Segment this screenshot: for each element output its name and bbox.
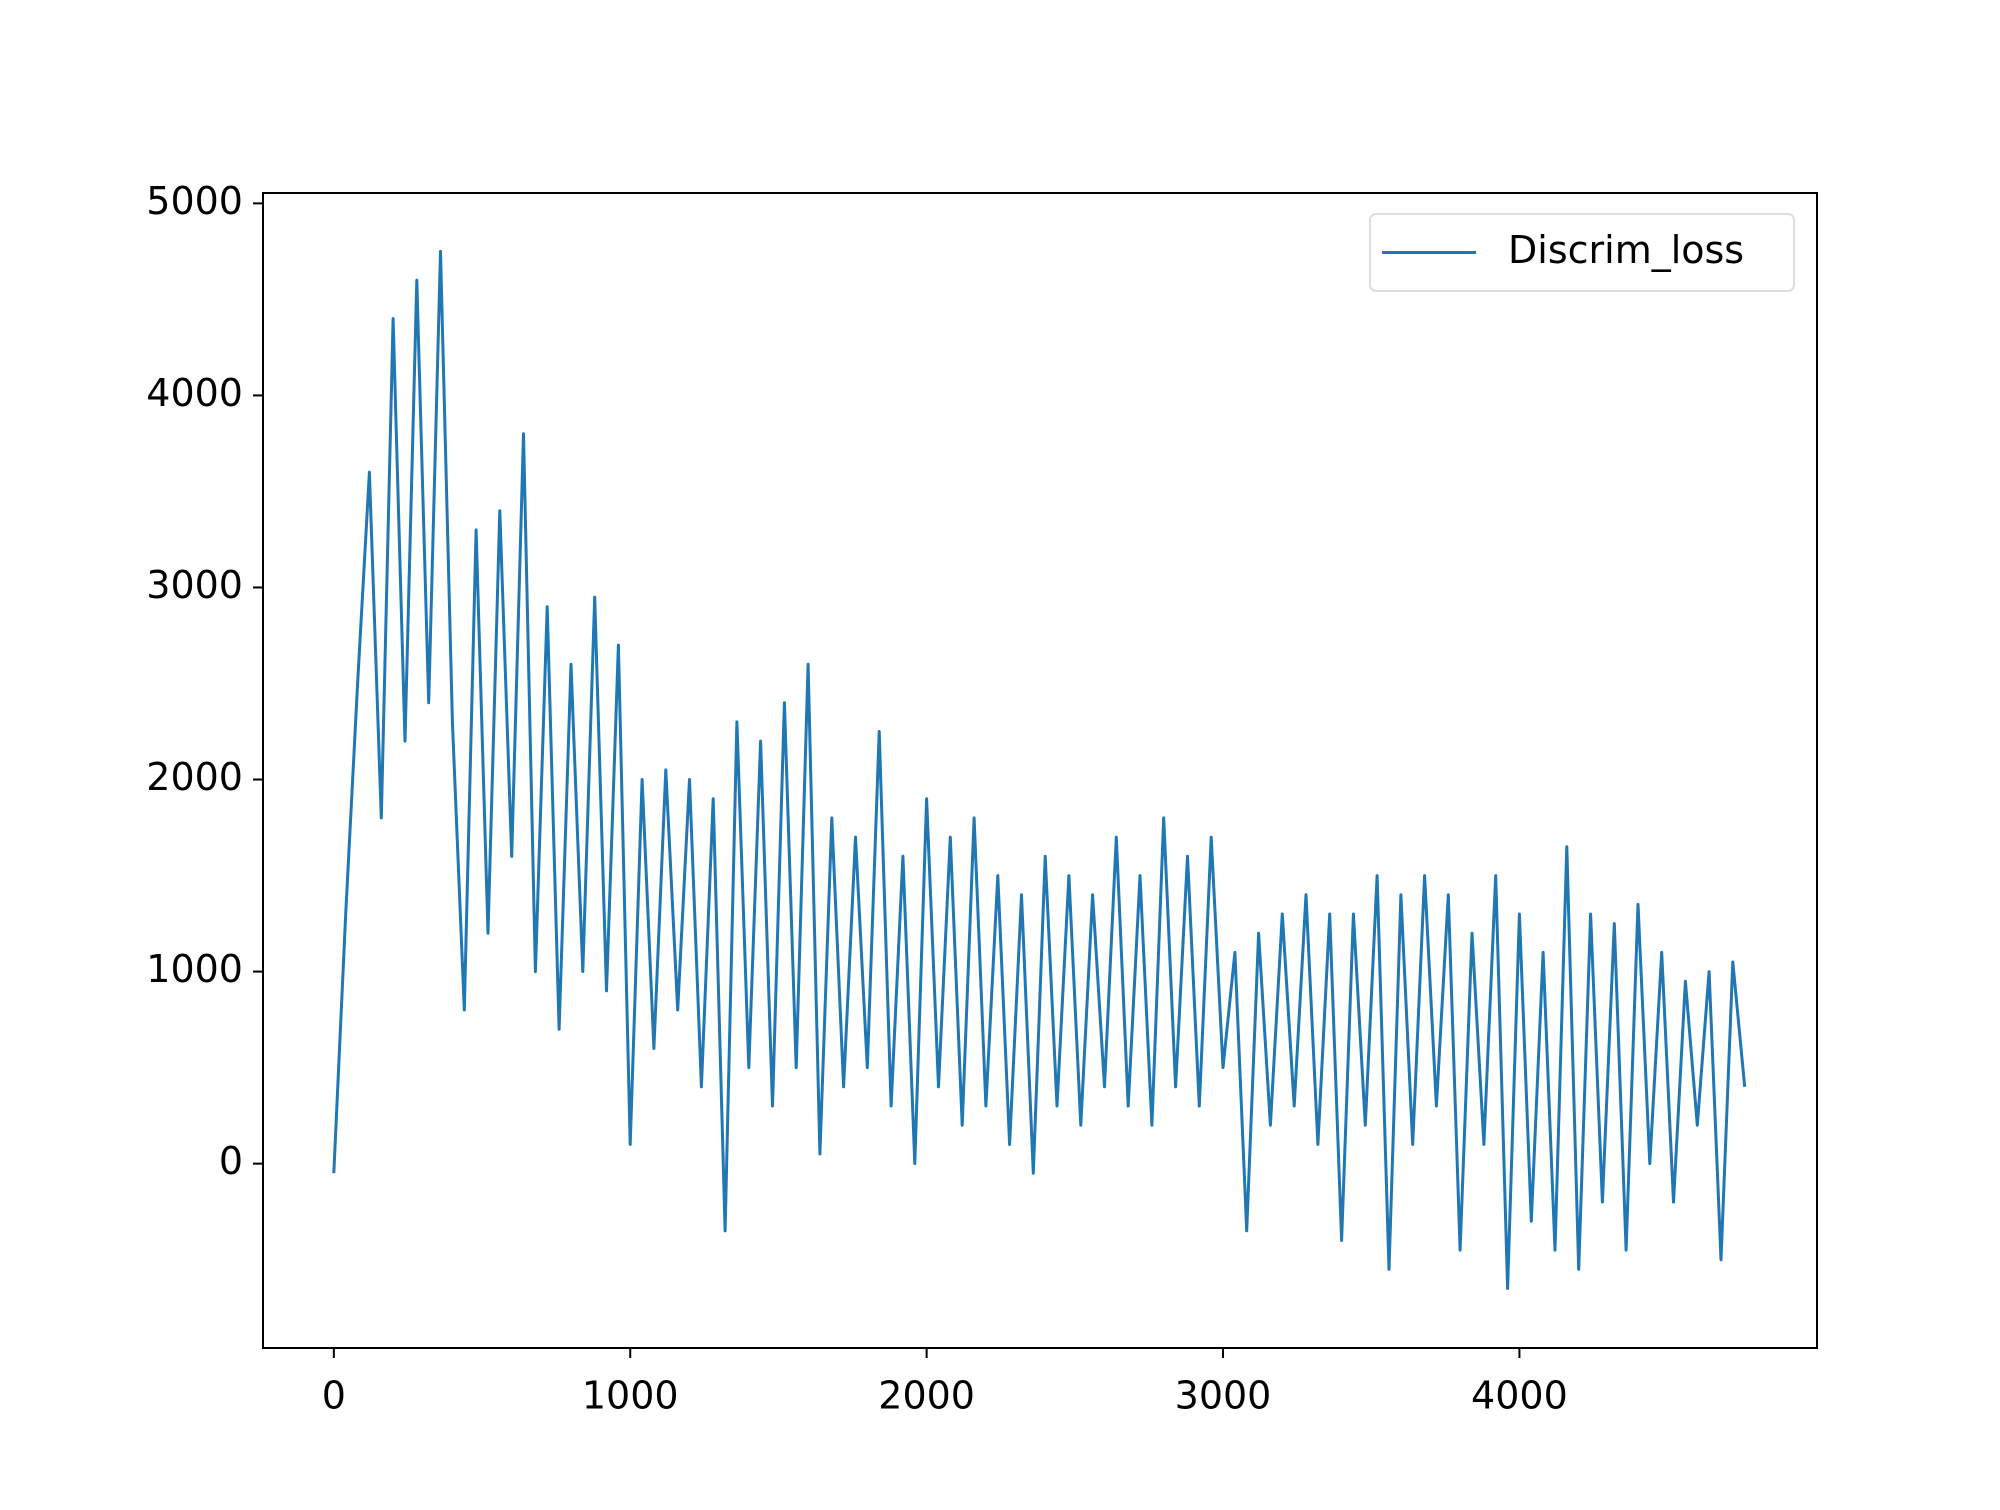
x-tick-label: 0 [322, 1374, 346, 1418]
plot-frame [262, 192, 1818, 1349]
y-tick-label: 4000 [146, 371, 243, 415]
y-tick-label: 2000 [146, 755, 243, 799]
y-tick-label: 5000 [146, 179, 243, 223]
y-tick-label: 0 [219, 1139, 243, 1183]
data-line [332, 249, 1747, 1290]
legend-label: Discrim_loss [1508, 228, 1744, 272]
x-tick-label: 2000 [878, 1374, 975, 1418]
legend-box [1369, 213, 1795, 292]
x-tick-label: 1000 [582, 1374, 679, 1418]
y-tick-label: 1000 [146, 947, 243, 991]
x-tick-label: 4000 [1471, 1374, 1568, 1418]
y-tick-label: 3000 [146, 563, 243, 607]
x-tick-label: 3000 [1175, 1374, 1272, 1418]
